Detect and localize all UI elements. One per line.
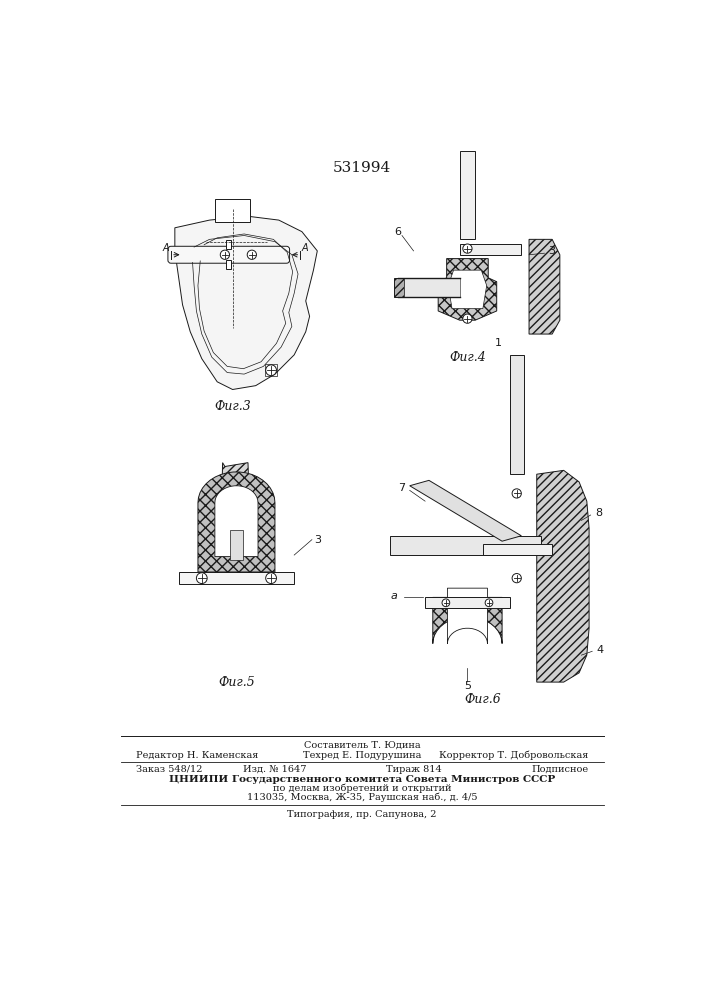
Text: Заказ 548/12: Заказ 548/12 (136, 765, 203, 774)
Text: 6: 6 (395, 227, 402, 237)
Circle shape (485, 599, 493, 607)
Circle shape (221, 250, 230, 259)
Text: Техред Е. Подурушина: Техред Е. Подурушина (303, 751, 421, 760)
Text: Типография, пр. Сапунова, 2: Типография, пр. Сапунова, 2 (287, 810, 437, 819)
Text: a: a (391, 591, 398, 601)
Circle shape (512, 574, 521, 583)
Text: 1: 1 (495, 338, 502, 348)
Circle shape (266, 573, 276, 584)
Text: A: A (302, 243, 308, 253)
Text: 3: 3 (549, 246, 556, 256)
Text: 113035, Москва, Ж-35, Раушская наб., д. 4/5: 113035, Москва, Ж-35, Раушская наб., д. … (247, 792, 477, 802)
Text: 3: 3 (314, 535, 321, 545)
Text: ЦНИИПИ Государственного комитета Совета Министров СССР: ЦНИИПИ Государственного комитета Совета … (169, 775, 555, 784)
Bar (265, 364, 277, 376)
Text: Изд. № 1647: Изд. № 1647 (243, 765, 307, 774)
Circle shape (463, 314, 472, 323)
Text: Фиг.6: Фиг.6 (464, 693, 501, 706)
Text: Составитель Т. Юдина: Составитель Т. Юдина (303, 741, 420, 750)
Text: 531994: 531994 (333, 161, 391, 175)
Circle shape (197, 573, 207, 584)
Text: по делам изобретений и открытий: по делам изобретений и открытий (273, 784, 451, 793)
Text: A: A (163, 243, 170, 253)
Bar (425, 597, 510, 608)
Bar (215, 199, 250, 222)
Bar (226, 240, 231, 249)
Polygon shape (529, 239, 560, 334)
Circle shape (247, 250, 257, 259)
Polygon shape (198, 472, 275, 572)
Text: 7: 7 (399, 483, 406, 493)
Polygon shape (448, 588, 487, 644)
Polygon shape (215, 486, 258, 557)
Text: Фиг.3: Фиг.3 (214, 400, 251, 413)
Text: Фиг.5: Фиг.5 (218, 676, 255, 689)
Text: Редактор Н. Каменская: Редактор Н. Каменская (136, 751, 259, 760)
Bar (230, 530, 243, 560)
Polygon shape (438, 259, 497, 320)
Bar (226, 260, 231, 269)
Polygon shape (409, 480, 521, 541)
Bar (395, 278, 404, 297)
Bar (460, 244, 521, 255)
Polygon shape (221, 463, 256, 551)
Text: 5: 5 (464, 681, 471, 691)
Bar (510, 355, 524, 474)
Circle shape (266, 365, 276, 376)
Polygon shape (433, 597, 502, 644)
Polygon shape (448, 270, 486, 309)
Circle shape (442, 599, 450, 607)
Text: Тираж 814: Тираж 814 (385, 765, 441, 774)
Circle shape (512, 489, 521, 498)
Bar (390, 536, 541, 555)
Polygon shape (537, 470, 589, 682)
Bar (179, 572, 294, 584)
Polygon shape (175, 216, 317, 389)
Circle shape (463, 244, 472, 253)
Bar (460, 151, 475, 239)
Text: Фиг.4: Фиг.4 (449, 351, 486, 364)
Text: 8: 8 (595, 508, 602, 518)
Text: Подписное: Подписное (531, 765, 588, 774)
Bar (483, 544, 552, 555)
Text: 4: 4 (596, 645, 604, 655)
Bar (404, 278, 460, 297)
FancyBboxPatch shape (168, 246, 290, 263)
Text: Корректор Т. Добровольская: Корректор Т. Добровольская (439, 750, 588, 760)
